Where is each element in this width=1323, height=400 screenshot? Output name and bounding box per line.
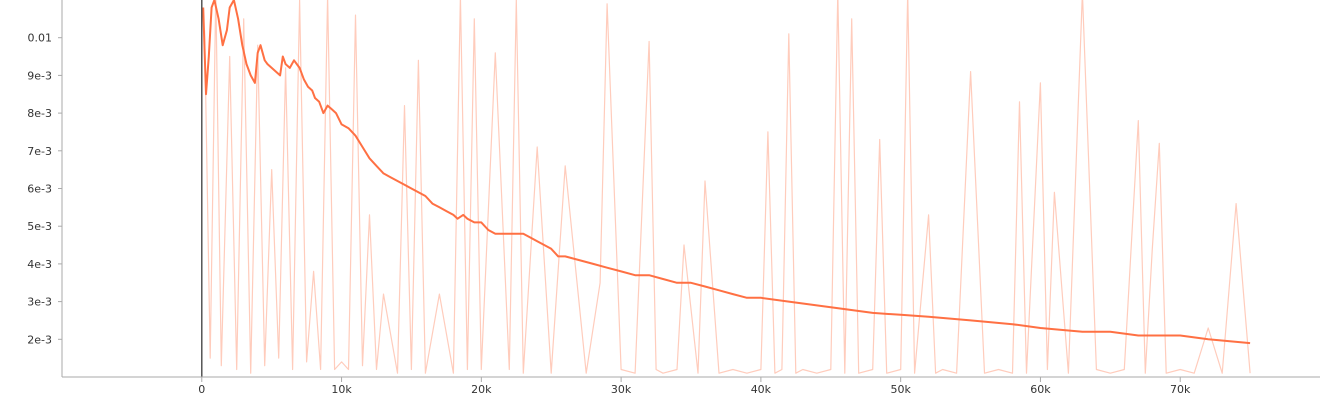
smoothed-series-layer [202, 0, 1251, 345]
raw-series-line [204, 0, 1251, 374]
axes: 2e-3 3e-3 4e-3 5e-3 6e-3 7e-3 8e-3 9e-3 0.01 0 10k… [27, 0, 1320, 396]
y-tick-label: 3e-3 [27, 296, 52, 309]
x-tick-label: 70k [1170, 383, 1191, 396]
x-tick-label: 60k [1030, 383, 1051, 396]
y-tick-label: 9e-3 [27, 69, 52, 82]
smoothed-series-line [202, 0, 1251, 345]
x-tick-label: 40k [751, 383, 772, 396]
x-tick-label: 20k [471, 383, 492, 396]
y-tick-label: 0.01 [28, 32, 53, 45]
x-tick-label: 10k [331, 383, 352, 396]
y-tick-label: 2e-3 [27, 333, 52, 346]
x-tick-label: 30k [611, 383, 632, 396]
x-tick-label: 50k [890, 383, 911, 396]
x-tick-label: 0 [198, 383, 205, 396]
y-tick-label: 5e-3 [27, 220, 52, 233]
raw-series-layer [204, 0, 1251, 374]
y-tick-label: 6e-3 [27, 183, 52, 196]
y-tick-label: 7e-3 [27, 145, 52, 158]
y-tick-label: 4e-3 [27, 258, 52, 271]
y-tick-label: 8e-3 [27, 107, 52, 120]
